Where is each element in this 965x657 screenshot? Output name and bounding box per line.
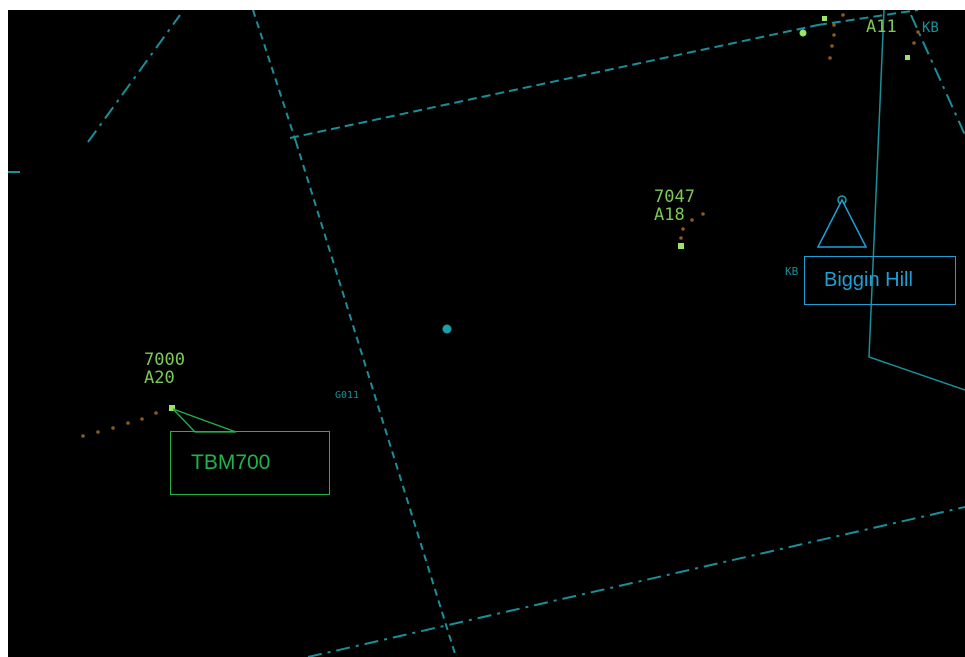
route-label: G011	[335, 390, 359, 401]
trail-dot	[916, 30, 920, 34]
trail-dot	[126, 421, 130, 425]
trail-dot	[690, 218, 694, 222]
airspace-boundary	[307, 506, 965, 657]
airspace-boundary	[295, 141, 457, 657]
airspace-boundary	[817, 10, 919, 26]
airspace-boundary	[289, 24, 819, 139]
radar-display[interactable]: G011 KB KB	[8, 10, 965, 657]
ctr-boundary-line	[868, 10, 965, 391]
trail-dot	[701, 212, 705, 216]
trail-dot	[154, 411, 158, 415]
trail-dot	[828, 56, 832, 60]
track-history-dots	[828, 13, 920, 60]
kb-label: KB	[785, 265, 799, 278]
airspace-boundary	[252, 10, 297, 143]
trail-dot	[96, 430, 100, 434]
aircraft-track-icon[interactable]	[678, 243, 684, 249]
track-history-dots	[679, 212, 705, 240]
track-squawk-label: 7000	[144, 350, 185, 370]
trail-dot	[912, 41, 916, 45]
callout-pointer	[816, 198, 868, 248]
airspace-boundary	[87, 14, 181, 143]
aircraft-track-icon[interactable]	[822, 16, 827, 21]
aircraft-type-text: TBM700	[191, 451, 271, 474]
aircraft-track-icon[interactable]	[169, 405, 175, 411]
track-squawk-label: 7047	[654, 187, 695, 207]
trail-dot	[832, 33, 836, 37]
ctr-boundary	[868, 10, 965, 391]
kb-label-top: KB	[922, 20, 939, 36]
trail-dot	[81, 434, 85, 438]
trail-dot	[832, 23, 836, 27]
aircraft-track-icon[interactable]	[905, 55, 910, 60]
airfield-name-callout: Biggin Hill	[804, 256, 956, 305]
airfield-name-text: Biggin Hill	[824, 269, 913, 291]
trail-dot	[111, 426, 115, 430]
trail-dot	[841, 13, 845, 17]
track-history-dots	[81, 411, 158, 438]
navaid-fix-icon[interactable]	[442, 324, 452, 334]
aircraft-type-callout: TBM700	[170, 431, 330, 495]
trail-dot	[830, 44, 834, 48]
radar-map[interactable]: G011 KB KB	[8, 10, 965, 657]
trail-dot	[681, 227, 685, 231]
aircraft-track-icon[interactable]	[799, 29, 807, 37]
track-altitude-label: A20	[144, 368, 175, 388]
track-altitude-label: A11	[866, 17, 897, 37]
aircraft-symbols	[169, 16, 910, 411]
trail-dot	[679, 236, 683, 240]
callout-pointer	[172, 408, 237, 433]
airspace-boundary	[910, 14, 965, 136]
airspace-boundaries	[8, 10, 965, 657]
trail-dot	[140, 417, 144, 421]
track-altitude-label: A18	[654, 205, 685, 225]
